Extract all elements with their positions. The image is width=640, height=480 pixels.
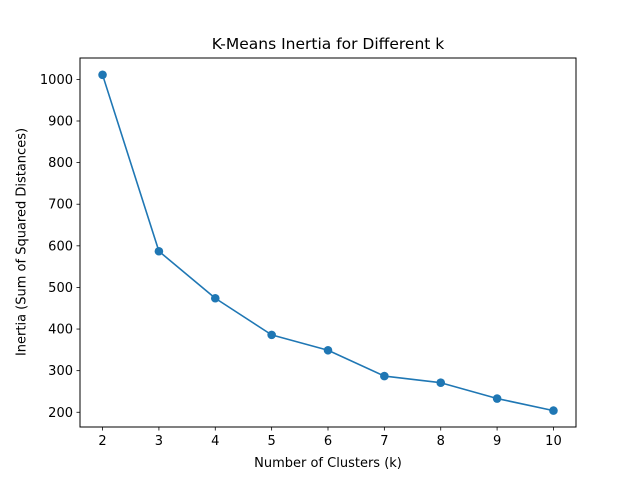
y-axis-label: Inertia (Sum of Squared Distances) (15, 128, 30, 356)
y-tick-label: 1000 (40, 73, 73, 88)
y-tick-label: 300 (48, 364, 73, 379)
data-point-k-10 (549, 406, 558, 415)
x-tick-label: 6 (324, 434, 332, 449)
x-tick-label: 4 (211, 434, 219, 449)
y-tick-label: 600 (48, 239, 73, 254)
y-tick-label: 200 (48, 406, 73, 421)
x-axis-ticks: 2 3 4 5 6 7 8 9 10 (98, 427, 562, 449)
y-tick-label: 900 (48, 114, 73, 129)
x-axis-label: Number of Clusters (k) (254, 456, 402, 471)
data-point-k-6 (323, 345, 333, 355)
x-tick-label: 2 (98, 434, 106, 449)
x-tick-label: 7 (380, 434, 388, 449)
plot-frame (79, 57, 577, 428)
y-tick-label: 500 (48, 281, 73, 296)
x-tick-label: 10 (545, 434, 562, 449)
data-point-k-9 (492, 394, 502, 403)
y-tick-label: 800 (48, 156, 73, 171)
x-tick-label: 3 (155, 434, 163, 449)
x-tick-label: 8 (437, 434, 445, 449)
x-tick-label: 5 (267, 434, 275, 449)
data-point-k-2 (98, 70, 107, 80)
data-point-k-5 (267, 330, 276, 340)
y-tick-label: 400 (48, 323, 73, 338)
x-tick-label: 9 (493, 434, 501, 449)
data-point-k-8 (436, 378, 446, 388)
plot-area (98, 70, 558, 415)
data-point-k-7 (380, 371, 389, 381)
data-point-k-3 (154, 246, 164, 256)
y-axis-ticks: 200 300 400 500 600 700 800 900 1000 (40, 73, 80, 421)
chart-title: K-Means Inertia for Different k (212, 35, 445, 53)
data-point-k-4 (210, 293, 220, 303)
y-tick-label: 700 (48, 198, 73, 213)
